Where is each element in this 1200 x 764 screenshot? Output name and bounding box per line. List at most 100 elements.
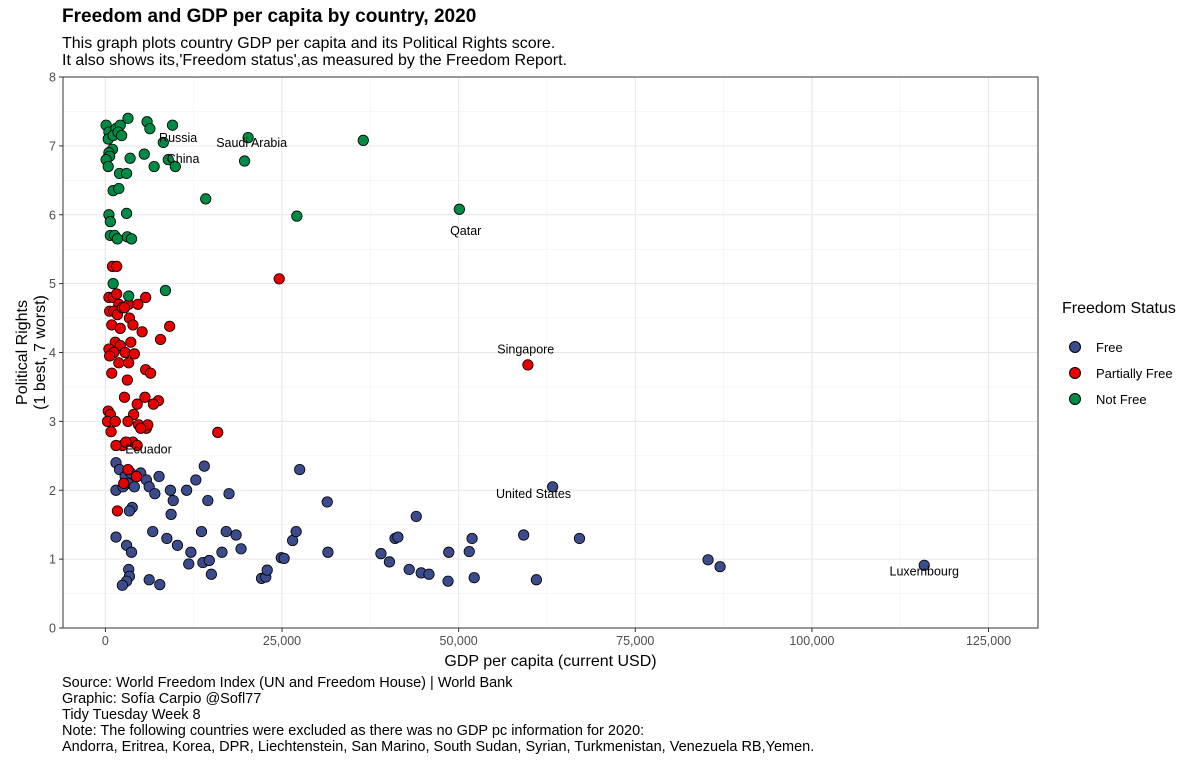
point-partially-free: [109, 415, 121, 427]
point-free: [198, 460, 210, 472]
point-not-free: [107, 278, 119, 290]
point-partially-free: [113, 357, 125, 369]
caption-line: Note: The following countries were exclu…: [62, 723, 645, 739]
point-partially-free: [147, 398, 160, 410]
point-free: [702, 554, 714, 566]
point-not-free: [291, 210, 303, 222]
point-partially-free: [154, 333, 167, 346]
subtitle-line: It also shows its,'Freedom status',as me…: [62, 52, 567, 69]
point-free: [220, 525, 232, 538]
point-partially-free: [119, 346, 131, 359]
country-label: Russia: [159, 131, 197, 145]
point-partially-free: [118, 302, 131, 314]
point-free: [410, 510, 422, 523]
point-free: [203, 554, 215, 567]
point-partially-free: [132, 298, 144, 310]
subtitle-line: This graph plots country GDP per capita …: [62, 35, 556, 52]
point-not-free: [159, 284, 172, 297]
point-free: [375, 548, 387, 560]
point-partially-free: [104, 350, 116, 362]
point-partially-free: [125, 336, 137, 348]
point-free: [161, 532, 173, 545]
point-partially-free: [135, 422, 147, 434]
caption-line: Graphic: Sofía Carpio @Sofl77: [62, 691, 262, 707]
point-partially-free: [140, 291, 152, 303]
point-free: [290, 525, 302, 538]
caption-line: Source: World Freedom Index (UN and Free…: [62, 675, 513, 691]
legend-item-not-free: Not Free: [1062, 386, 1176, 412]
x-tick-label: 25,000: [263, 634, 301, 648]
point-not-free: [157, 136, 169, 149]
point-free: [123, 505, 136, 517]
point-free: [442, 575, 454, 587]
x-tick-label: 50,000: [440, 634, 478, 648]
country-label: Qatar: [450, 224, 481, 238]
point-partially-free: [118, 391, 131, 403]
y-tick-label: 4: [49, 346, 56, 360]
point-free: [153, 470, 165, 483]
point-free: [164, 484, 176, 496]
point-free: [143, 574, 155, 586]
y-tick-label: 3: [49, 415, 56, 429]
point-free: [530, 574, 542, 586]
point-free: [205, 568, 217, 580]
chart-title: Freedom and GDP per capita by country, 2…: [62, 6, 477, 27]
point-partially-free: [127, 319, 139, 331]
point-free: [468, 572, 480, 584]
point-free: [181, 484, 193, 496]
point-partially-free: [111, 260, 123, 273]
point-free: [185, 546, 197, 558]
point-partially-free: [105, 426, 117, 438]
point-free: [110, 531, 122, 543]
legend-swatch-not-free: [1069, 393, 1081, 405]
point-not-free: [113, 182, 125, 195]
country-label: United States: [496, 487, 571, 501]
point-free: [466, 532, 478, 545]
point-free: [216, 546, 228, 558]
x-axis-label: GDP per capita (current USD): [444, 653, 656, 670]
legend-item-free: Free: [1062, 334, 1176, 360]
y-tick-label: 0: [49, 622, 56, 636]
country-label: Singapore: [497, 343, 554, 357]
point-partially-free: [118, 477, 130, 489]
chart-caption: Source: World Freedom Index (UN and Free…: [62, 675, 814, 755]
point-not-free: [120, 207, 133, 219]
point-free: [403, 563, 415, 576]
point-partially-free: [131, 398, 143, 410]
point-free: [261, 564, 273, 576]
x-tick-label: 0: [102, 634, 109, 648]
country-label: Luxembourg: [890, 564, 960, 578]
point-partially-free: [139, 391, 151, 403]
point-free: [383, 556, 396, 568]
point-not-free: [453, 203, 465, 215]
point-free: [321, 496, 333, 508]
point-not-free: [200, 193, 212, 205]
legend-label: Free: [1096, 339, 1123, 355]
point-not-free: [144, 123, 156, 135]
point-free: [322, 546, 334, 558]
x-tick-label: 125,000: [966, 634, 1011, 648]
point-not-free: [238, 155, 251, 167]
point-not-free: [138, 148, 150, 160]
point-partially-free: [131, 439, 143, 452]
point-free: [518, 529, 530, 541]
point-not-free: [104, 216, 116, 228]
point-not-free: [242, 132, 254, 144]
point-not-free: [123, 290, 135, 302]
country-label: Saudi Arabia: [216, 136, 287, 150]
point-partially-free: [111, 505, 124, 517]
point-free: [223, 488, 235, 500]
point-free: [116, 579, 128, 591]
y-tick-label: 6: [49, 208, 56, 222]
point-not-free: [116, 129, 128, 142]
point-free: [423, 568, 435, 580]
point-free: [154, 579, 166, 591]
point-partially-free: [120, 436, 132, 448]
caption-line: Andorra, Eritrea, Korea, DPR, Liechtenst…: [62, 739, 815, 755]
point-not-free: [122, 112, 134, 124]
point-partially-free: [123, 357, 135, 369]
point-free: [125, 546, 138, 558]
legend-item-partially-free: Partially Free: [1062, 360, 1176, 386]
y-tick-label: 1: [49, 553, 56, 567]
